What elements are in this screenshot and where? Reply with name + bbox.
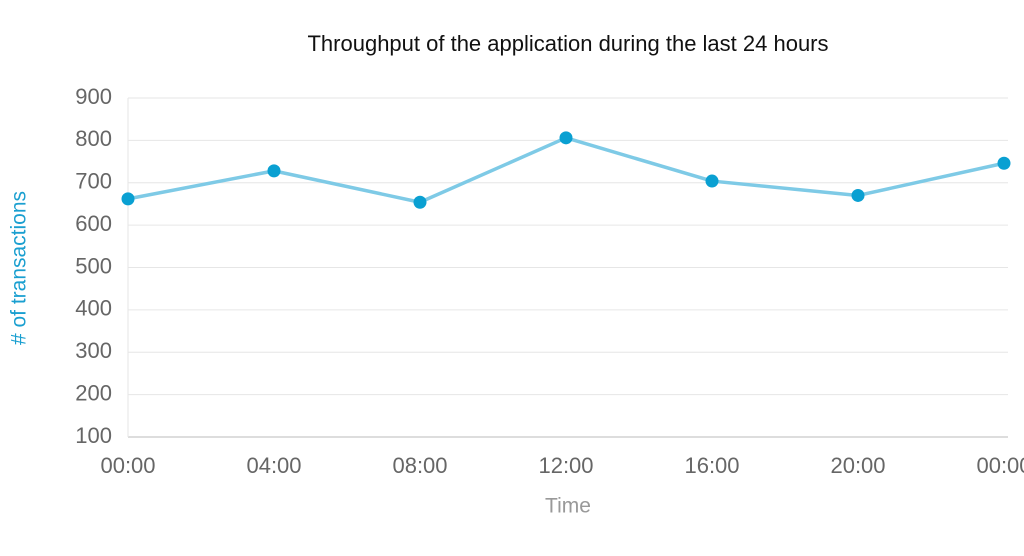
x-tick-label: 00:00	[976, 453, 1024, 478]
x-tick-label: 16:00	[684, 453, 739, 478]
x-axis-label: Time	[545, 495, 591, 518]
x-tick-label: 20:00	[830, 453, 885, 478]
marker	[413, 195, 427, 209]
marker	[121, 192, 135, 206]
y-tick-label: 700	[75, 169, 112, 194]
x-tick-label: 12:00	[538, 453, 593, 478]
marker	[851, 188, 865, 202]
marker	[997, 156, 1011, 170]
y-tick-label: 900	[75, 84, 112, 109]
x-tick-label: 00:00	[100, 453, 155, 478]
y-tick-label: 400	[75, 296, 112, 321]
line	[127, 136, 1005, 204]
marker	[559, 131, 573, 145]
x-tick-label: 04:00	[246, 453, 301, 478]
y-tick-label: 100	[75, 423, 112, 448]
y-tick-label: 800	[75, 126, 112, 151]
marker	[705, 174, 719, 188]
chart-title: Throughput of the application during the…	[307, 31, 828, 56]
marker	[267, 164, 281, 178]
y-tick-label: 600	[75, 211, 112, 236]
y-tick-label: 200	[75, 380, 112, 405]
x-tick-label: 08:00	[392, 453, 447, 478]
y-tick-label: 500	[75, 253, 112, 278]
y-axis-label: # of transactions	[8, 191, 31, 345]
y-tick-label: 300	[75, 338, 112, 363]
